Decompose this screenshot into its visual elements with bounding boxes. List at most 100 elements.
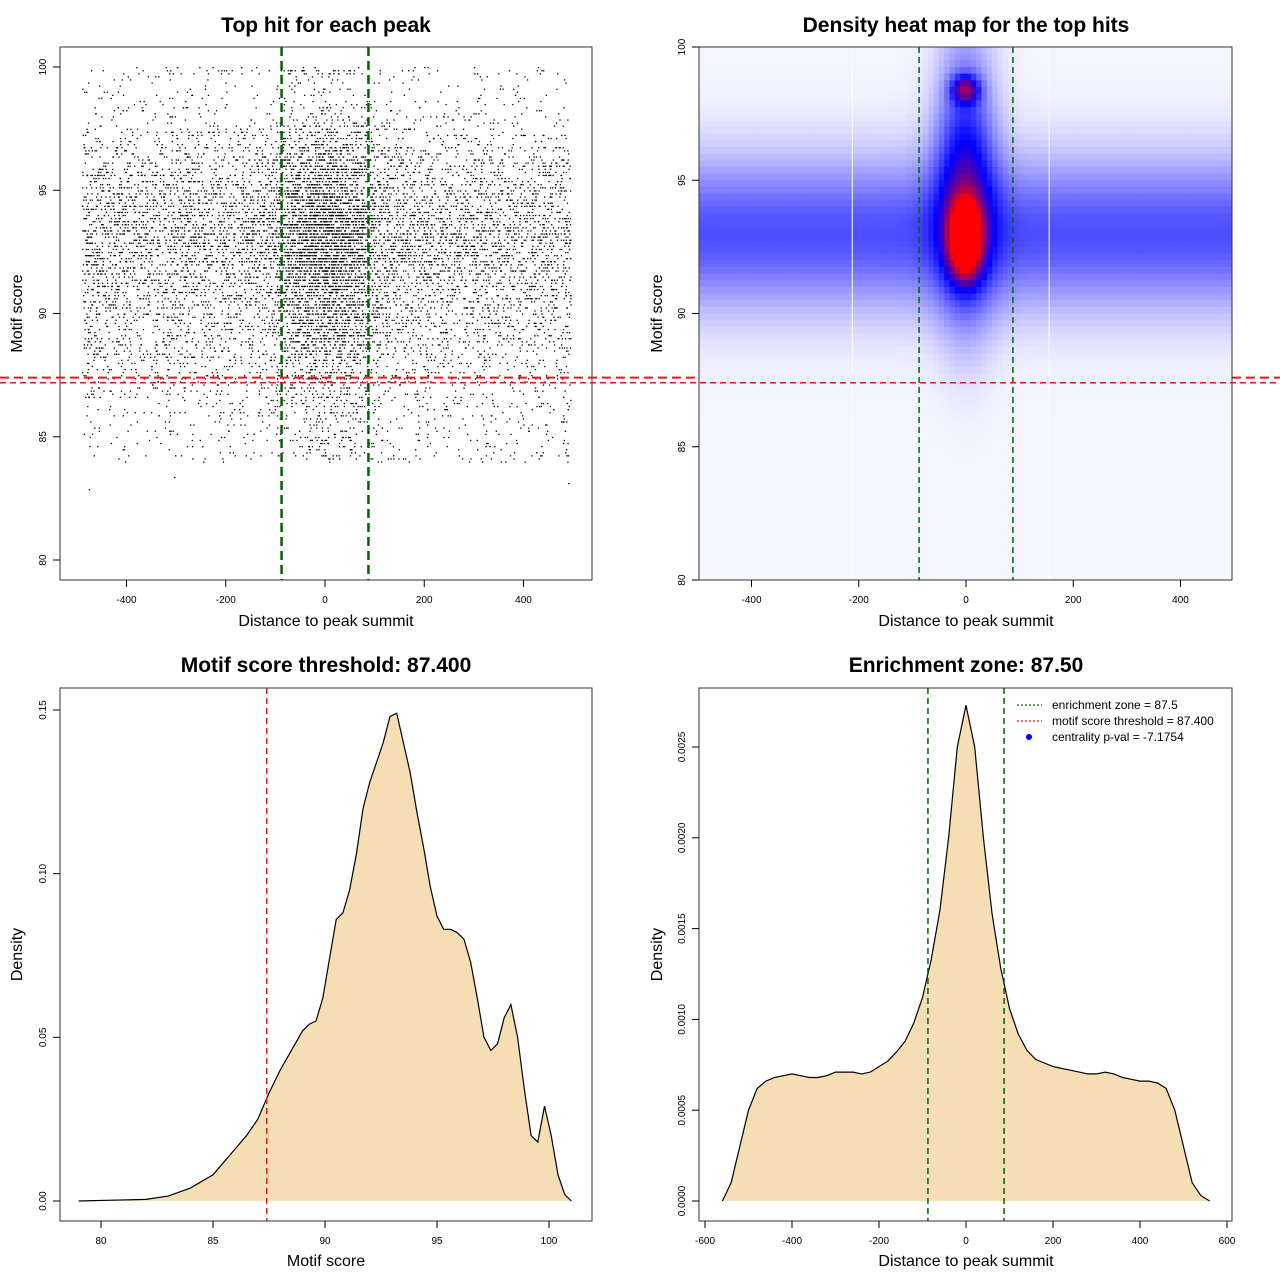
scatter-point [456,230,458,232]
scatter-point [381,193,383,195]
scatter-point [500,264,503,266]
scatter-point [548,270,550,272]
scatter-point [342,332,344,334]
scatter-point [427,359,429,361]
scatter-point [346,313,348,315]
scatter-point [544,227,546,229]
scatter-point [370,258,372,260]
scatter-point [358,224,360,226]
scatter-point [222,255,224,257]
scatter-point [82,134,84,137]
scatter-point [243,436,245,439]
scatter-point [523,134,525,137]
scatter-point [242,184,245,186]
scatter-point [519,221,521,223]
scatter-point [354,255,356,257]
scatter-point [339,218,341,220]
scatter-point [538,362,540,365]
scatter-point [422,116,424,118]
scatter-point [337,356,339,358]
scatter-point [190,218,192,220]
scatter-point [330,338,332,340]
scatter-point [129,301,131,303]
scatter-point [224,298,226,300]
scatter-point [533,156,535,158]
scatter-point [292,193,295,195]
scatter-point [174,224,176,226]
scatter-point [169,328,171,331]
scatter-point [380,218,383,220]
scatter-point [261,199,264,201]
scatter-point [230,227,232,229]
scatter-point [169,430,171,432]
scatter-point [140,134,142,137]
scatter-point [197,233,199,235]
scatter-point [513,304,515,306]
scatter-point [330,116,333,118]
scatter-point [200,116,202,118]
scatter-point [384,153,386,155]
scatter-point [384,258,386,260]
scatter-point [517,227,519,229]
scatter-point [115,150,118,152]
scatter-point [296,251,299,254]
scatter-point [435,211,437,214]
scatter-point [251,267,254,269]
scatter-point [464,239,466,241]
scatter-point [226,276,228,278]
scatter-point [380,402,382,405]
scatter-point [426,436,429,439]
scatter-point [513,452,516,454]
scatter-point [213,159,215,161]
scatter-point [246,242,248,244]
scatter-point [474,264,476,266]
scatter-point [381,427,384,429]
scatter-point [332,282,334,284]
scatter-point [517,421,520,423]
scatter-point [343,335,345,337]
scatter-point [229,205,231,207]
scatter-point [494,242,496,244]
scatter-point [420,221,422,223]
scatter-point [524,134,526,137]
scatter-point [283,165,285,167]
scatter-point [172,304,174,306]
scatter-point [465,248,468,251]
scatter-point [233,156,235,158]
scatter-point [237,242,239,244]
scatter-point [258,171,260,174]
scatter-point [277,255,279,257]
scatter-point [429,205,431,207]
scatter-point [205,85,207,87]
scatter-point [371,270,374,272]
scatter-point [409,187,411,189]
scatter-point [129,140,132,143]
scatter-point [130,328,132,331]
scatter-point [325,273,327,275]
scatter-point [344,181,346,183]
scatter-point [109,196,111,198]
scatter-point [491,298,493,300]
scatter-point [535,251,537,254]
scatter-point [334,332,336,334]
scatter-point [567,150,569,152]
scatter-point [447,199,449,201]
scatter-point [312,279,315,281]
scatter-point [206,202,208,204]
scatter-point [375,316,377,318]
scatter-point [564,356,566,358]
scatter-point [137,190,140,192]
scatter-point [171,335,173,337]
scatter-point [144,193,147,195]
scatter-point [330,384,332,386]
scatter-point [205,285,207,288]
scatter-point [291,347,293,349]
scatter-point [276,131,279,133]
scatter-point [329,128,331,130]
scatter-point [500,208,502,210]
scatter-point [130,424,132,426]
scatter-point [458,165,461,167]
scatter-point [375,156,378,158]
scatter-point [553,344,556,346]
scatter-point [309,452,312,454]
